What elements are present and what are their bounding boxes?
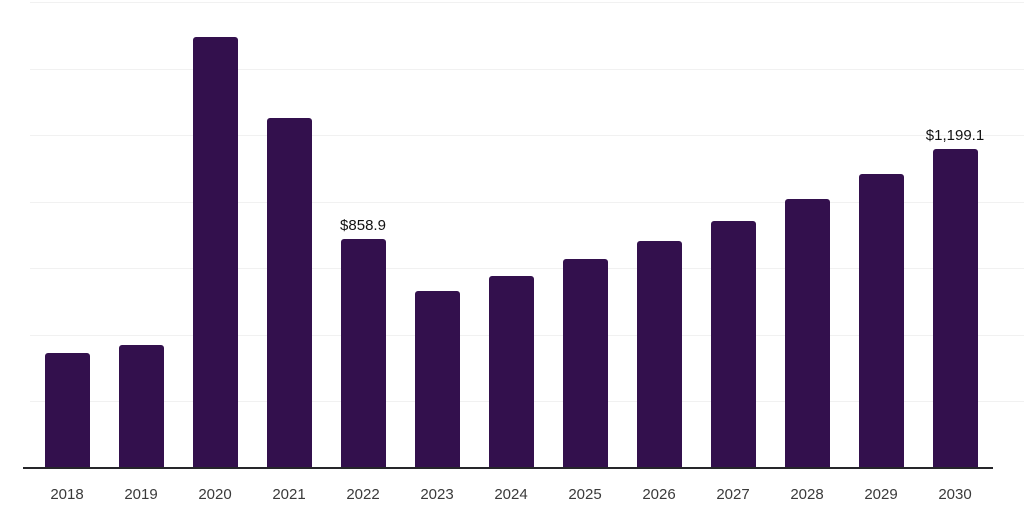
bar-2023 bbox=[414, 291, 460, 468]
bar-2024 bbox=[488, 276, 534, 468]
x-tick-label-2020: 2020 bbox=[198, 486, 232, 503]
x-tick-label-2019: 2019 bbox=[124, 486, 158, 503]
bar-2027 bbox=[710, 221, 756, 468]
x-tick-label-2022: 2022 bbox=[346, 486, 380, 503]
bar-2030 bbox=[932, 148, 978, 468]
bar-2019 bbox=[118, 345, 164, 468]
bar-2029 bbox=[858, 174, 904, 468]
bar-2020 bbox=[192, 36, 238, 468]
x-tick-label-2029: 2029 bbox=[864, 486, 898, 503]
bar-2028 bbox=[784, 199, 830, 468]
x-tick-label-2027: 2027 bbox=[716, 486, 750, 503]
gridline-750 bbox=[30, 268, 1024, 269]
bar-2021 bbox=[266, 117, 312, 468]
x-tick-label-2023: 2023 bbox=[420, 486, 454, 503]
x-tick-label-2021: 2021 bbox=[272, 486, 306, 503]
x-axis-line bbox=[23, 467, 993, 469]
x-tick-label-2024: 2024 bbox=[494, 486, 528, 503]
x-tick-label-2030: 2030 bbox=[938, 486, 972, 503]
x-tick-label-2028: 2028 bbox=[790, 486, 824, 503]
bar-2022 bbox=[340, 239, 386, 468]
x-tick-label-2025: 2025 bbox=[568, 486, 602, 503]
bar-2018 bbox=[44, 353, 90, 468]
x-tick-label-2018: 2018 bbox=[50, 486, 84, 503]
data-label-2022: $858.9 bbox=[340, 217, 386, 235]
bar-2025 bbox=[562, 259, 608, 468]
gridline-1750 bbox=[30, 2, 1024, 3]
gridline-1250 bbox=[30, 135, 1024, 136]
x-tick-label-2026: 2026 bbox=[642, 486, 676, 503]
gridline-1000 bbox=[30, 202, 1024, 203]
data-label-2030: $1,199.1 bbox=[925, 126, 985, 144]
bar-2026 bbox=[636, 241, 682, 468]
gridline-1500 bbox=[30, 69, 1024, 70]
